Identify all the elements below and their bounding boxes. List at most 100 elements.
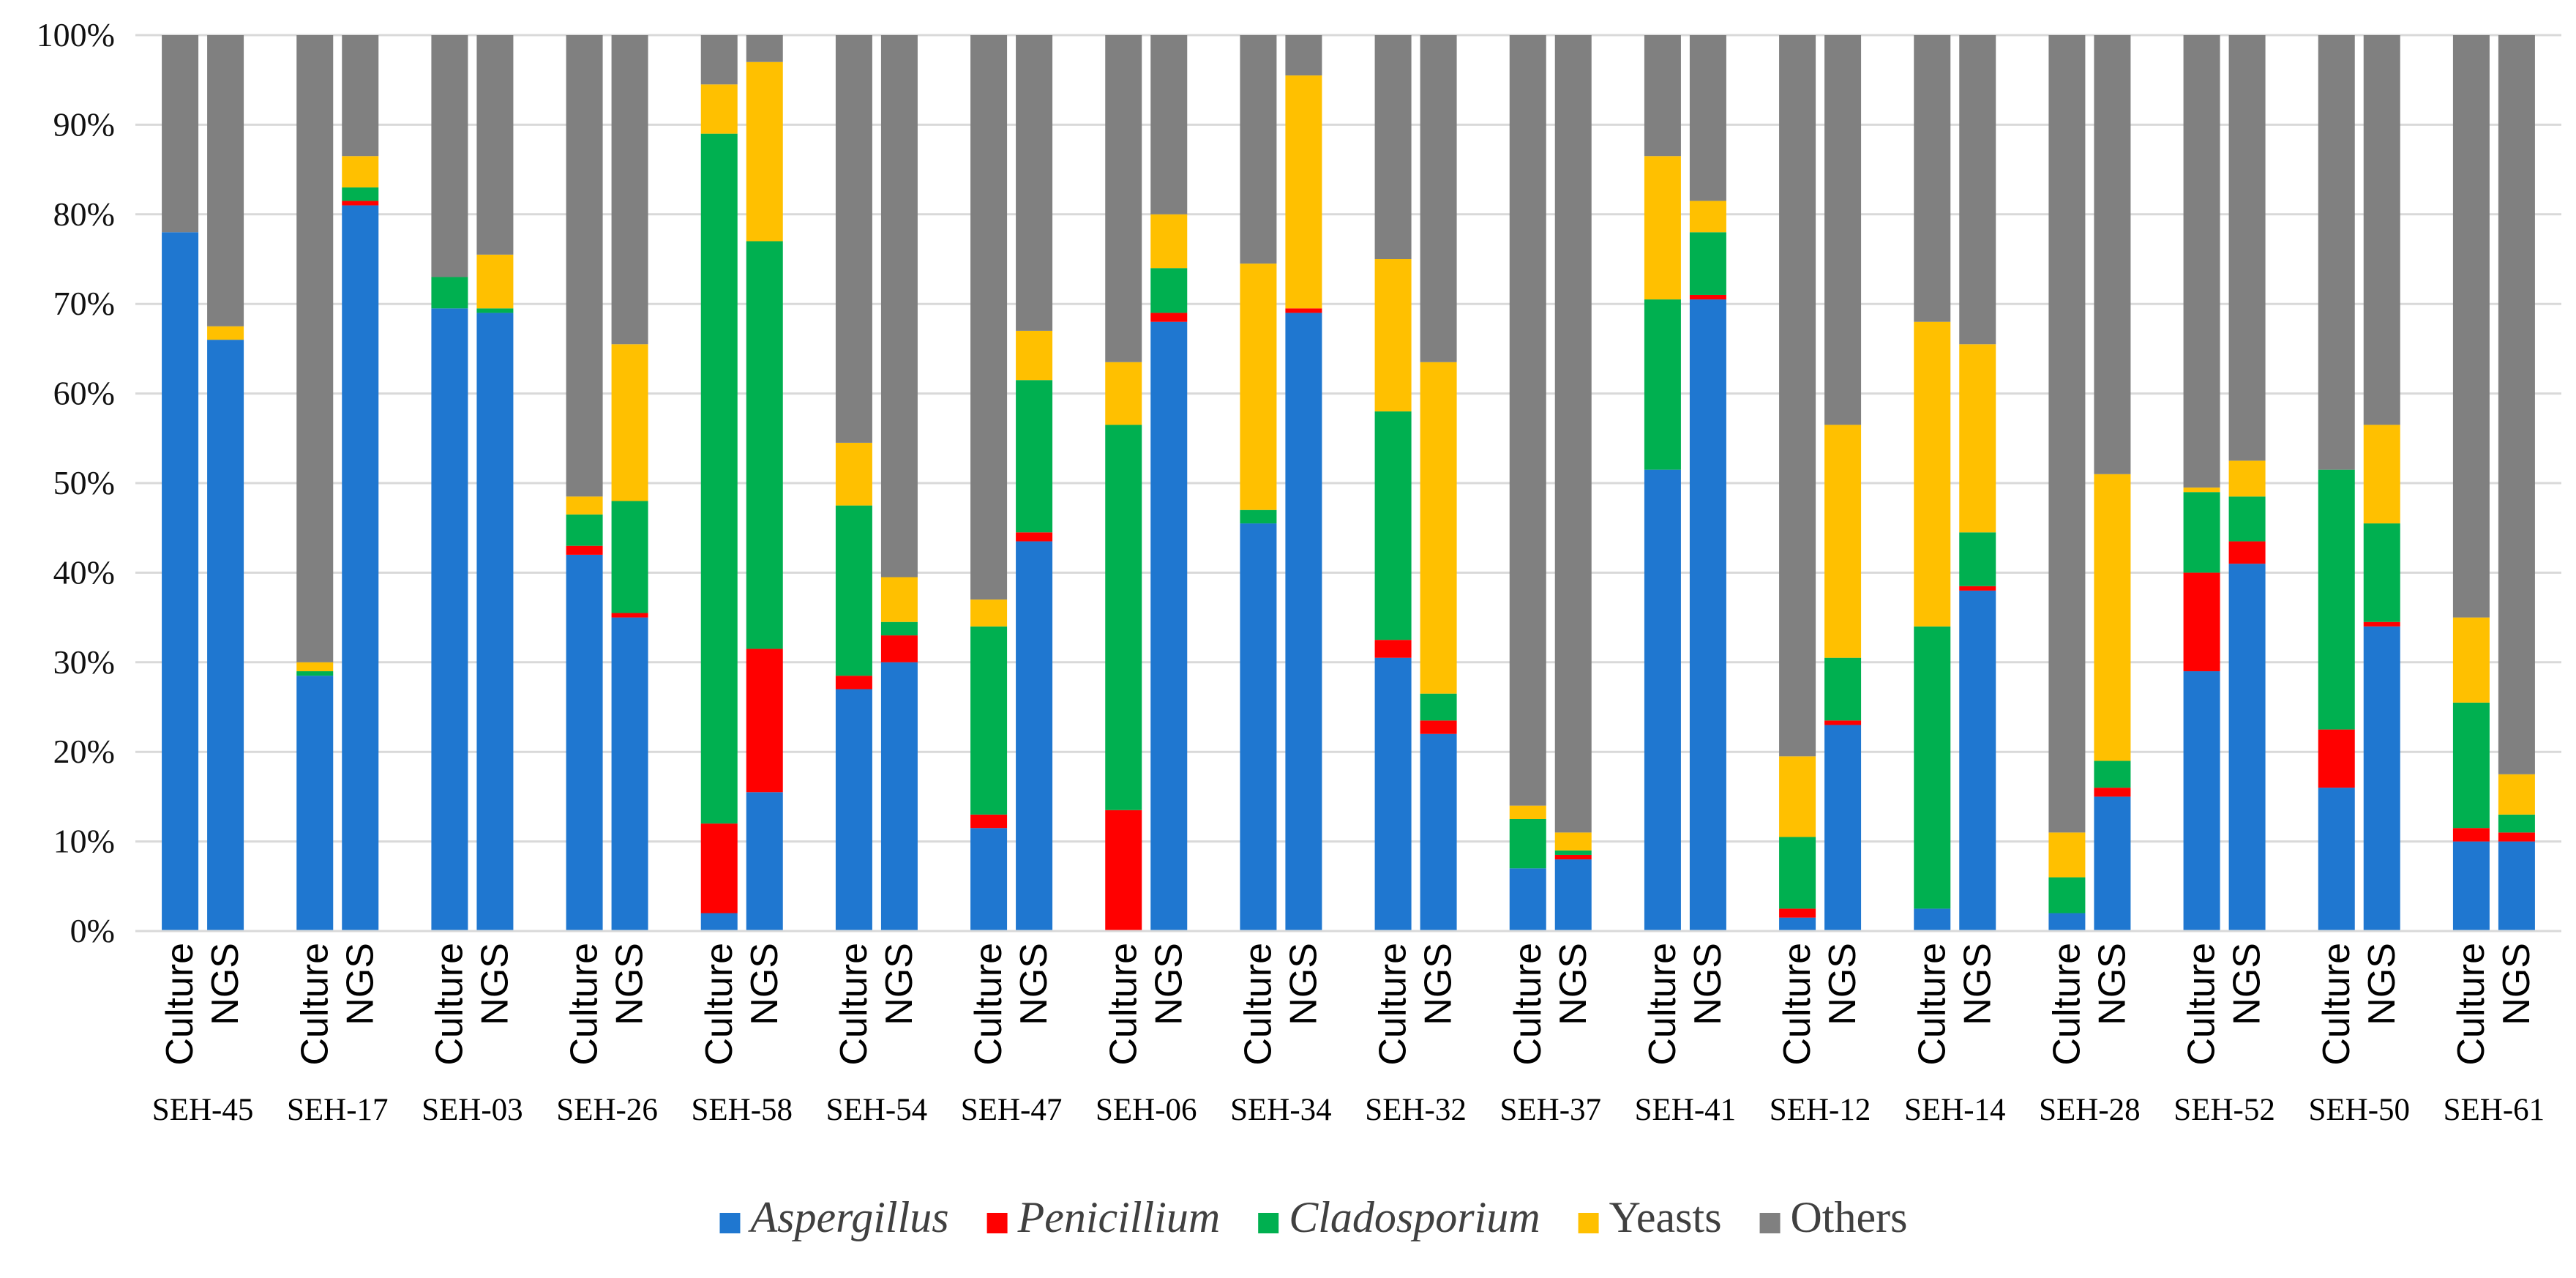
method-label: NGS: [1282, 943, 1325, 1025]
bar-segment-others: [342, 35, 379, 157]
legend-swatch: [719, 1213, 741, 1233]
bar-segment-aspergillus: [1644, 469, 1681, 931]
bar-segment-aspergillus: [1554, 859, 1592, 931]
bar-segment-cladosporium: [1824, 657, 1862, 721]
bar-segment-others: [700, 35, 738, 85]
bar-segment-cladosporium: [1914, 626, 1951, 909]
bar-segment-aspergillus: [2183, 671, 2220, 931]
bar-segment-cladosporium: [1150, 268, 1188, 313]
bar-segment-others: [2183, 35, 2220, 488]
bar-segment-cladosporium: [2048, 877, 2086, 913]
method-label: Culture: [1372, 943, 1415, 1066]
y-tick-label: 20%: [53, 733, 115, 770]
bar-segment-others: [296, 35, 334, 662]
legend-item: Aspergillus: [719, 1193, 949, 1241]
bar-segment-yeasts: [1959, 344, 1996, 533]
bar-segment-penicillium: [970, 814, 1008, 829]
bar-segment-yeasts: [1105, 362, 1142, 425]
bar-segment-cladosporium: [2452, 702, 2490, 829]
method-label: Culture: [2450, 943, 2493, 1066]
method-label: NGS: [204, 943, 247, 1025]
legend-item: Cladosporium: [1258, 1193, 1540, 1241]
bar-segment-others: [162, 35, 199, 233]
bar-segment-aspergillus: [2318, 788, 2355, 931]
bar-segment-aspergillus: [1240, 523, 1277, 931]
bar-segment-aspergillus: [970, 828, 1008, 931]
bar-segment-yeasts: [611, 344, 648, 501]
legend-label: Aspergillus: [747, 1193, 948, 1241]
sample-label: SEH-28: [2039, 1093, 2141, 1127]
sample-label: SEH-37: [1499, 1093, 1601, 1127]
bar-segment-others: [835, 35, 872, 443]
sample-label: SEH-45: [152, 1093, 254, 1127]
bar-segment-aspergillus: [880, 662, 918, 931]
bar-segment-cladosporium: [296, 671, 334, 676]
y-tick-label: 100%: [37, 16, 115, 53]
bar-segment-others: [2498, 35, 2535, 774]
bar-segment-aspergillus: [476, 313, 514, 931]
legend-item: Penicillium: [986, 1193, 1220, 1241]
legend-swatch: [1258, 1213, 1279, 1233]
bar-segment-cladosporium: [342, 187, 379, 201]
bar-segment-penicillium: [2228, 541, 2266, 564]
bar-segment-aspergillus: [700, 913, 738, 931]
method-label: Culture: [1776, 943, 1819, 1066]
bar-segment-cladosporium: [1420, 693, 1457, 721]
bar-segment-others: [1240, 35, 1277, 264]
bar-segment-cladosporium: [476, 308, 514, 313]
bar-segment-aspergillus: [1779, 917, 1816, 931]
bar-segment-penicillium: [2318, 729, 2355, 788]
bar-segment-yeasts: [296, 662, 334, 672]
sample-label: SEH-47: [961, 1093, 1063, 1127]
bar-segment-cladosporium: [700, 133, 738, 824]
bar-segment-penicillium: [2094, 788, 2131, 797]
bar-segment-yeasts: [1285, 75, 1322, 309]
legend-label: Yeasts: [1609, 1193, 1722, 1241]
bar-segment-cladosporium: [1689, 232, 1726, 295]
method-label: NGS: [2226, 943, 2269, 1025]
bar-segment-penicillium: [1824, 720, 1862, 725]
bar-segment-others: [1959, 35, 1996, 345]
y-tick-label: 0%: [70, 912, 115, 949]
bar-segment-penicillium: [611, 613, 648, 618]
bar-segment-others: [1554, 35, 1592, 833]
method-label: Culture: [1237, 943, 1279, 1066]
bar-segment-aspergillus: [162, 232, 199, 931]
method-label: NGS: [2496, 943, 2538, 1025]
bar-segment-others: [1150, 35, 1188, 214]
bar-segment-others: [1285, 35, 1322, 76]
bar-segment-aspergillus: [1420, 733, 1457, 931]
y-tick-label: 80%: [53, 195, 115, 233]
bar-segment-penicillium: [1959, 586, 1996, 591]
bar-segment-others: [2318, 35, 2355, 470]
bar-segment-aspergillus: [1285, 313, 1322, 931]
bar-segment-others: [476, 35, 514, 255]
bar-segment-yeasts: [1554, 832, 1592, 851]
bar-segment-others: [431, 35, 468, 277]
sample-label: SEH-58: [691, 1093, 793, 1127]
bar-segment-penicillium: [1016, 532, 1053, 542]
sample-label: SEH-32: [1365, 1093, 1467, 1127]
legend: Aspergillus Penicillium Cladosporium Yeasts…: [719, 1193, 1908, 1241]
y-tick-label: 10%: [53, 823, 115, 860]
gridlines: [135, 34, 2561, 843]
bar-segment-cladosporium: [2228, 496, 2266, 542]
bar-segment-others: [1644, 35, 1681, 157]
bar-segment-yeasts: [1240, 264, 1277, 510]
method-label: Culture: [2181, 943, 2223, 1066]
method-label: NGS: [2361, 943, 2403, 1025]
sample-label: SEH-61: [2444, 1093, 2545, 1127]
method-label: Culture: [1641, 943, 1684, 1066]
bar-segment-yeasts: [207, 326, 244, 340]
bar-segment-yeasts: [1420, 362, 1457, 694]
sample-label: SEH-03: [422, 1093, 523, 1127]
bar-segment-aspergillus: [746, 792, 783, 931]
bar-segment-aspergillus: [2094, 796, 2131, 931]
bar-segment-yeasts: [476, 254, 514, 309]
bar-segment-others: [1105, 35, 1142, 362]
bar-segment-cladosporium: [1779, 837, 1816, 909]
bar-segment-yeasts: [2363, 425, 2400, 524]
bar-segment-others: [1374, 35, 1412, 259]
bar-segment-penicillium: [1420, 720, 1457, 734]
